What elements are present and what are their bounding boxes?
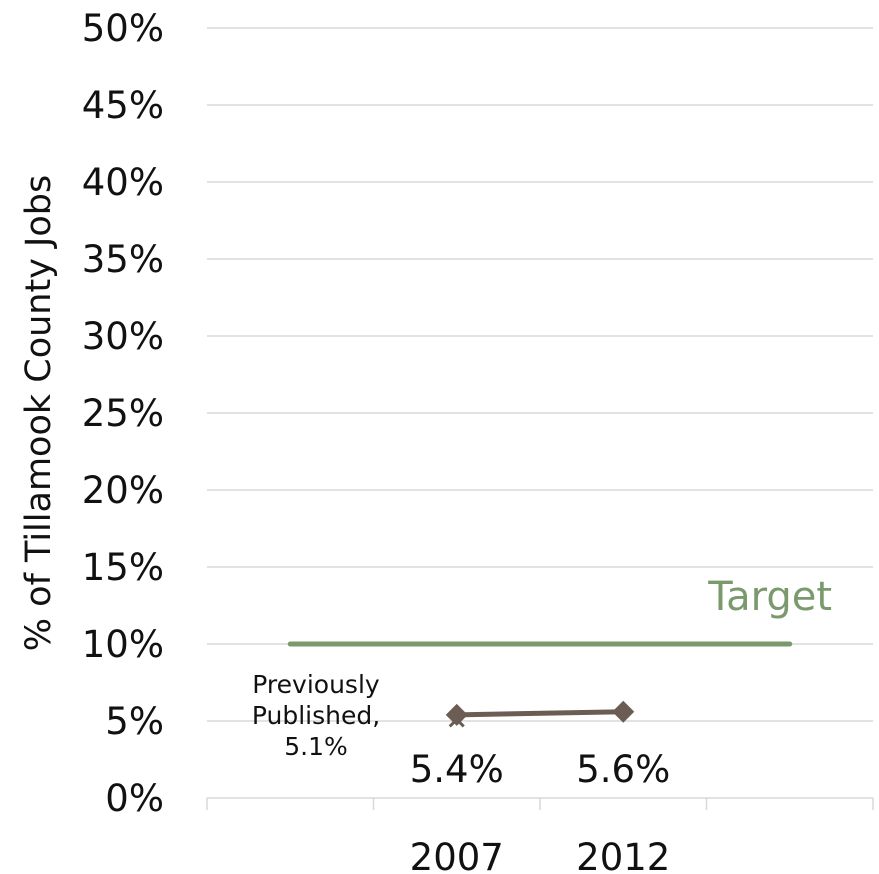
y-axis-ticks: 0% 5% 10% 15% 20% 25% 30% 35% 40% 45% 50% [82, 7, 164, 820]
x-tick-label: 2007 [410, 836, 504, 874]
y-tick-label: 20% [82, 469, 164, 512]
y-tick-label: 15% [82, 546, 164, 589]
data-point [445, 703, 468, 726]
y-tick-label: 35% [82, 238, 164, 281]
data-label: 5.4% [410, 748, 504, 791]
series-group: 5.4% 5.6% [410, 700, 670, 791]
y-axis-label: % of Tillamook County Jobs [19, 175, 59, 651]
y-tick-label: 25% [82, 392, 164, 435]
series-line [456, 709, 624, 718]
annotation-line: Previously [252, 670, 380, 699]
y-tick-label: 30% [82, 315, 164, 358]
y-tick-label: 0% [105, 777, 164, 820]
x-tick-label: 2012 [576, 836, 670, 874]
y-tick-label: 10% [82, 623, 164, 666]
annotation-line: 5.1% [284, 732, 348, 761]
y-tick-label: 50% [82, 7, 164, 50]
annotation-line: Published, [252, 701, 380, 730]
previously-published-marker [448, 711, 465, 728]
y-tick-label: 5% [105, 700, 164, 743]
data-point [612, 700, 635, 723]
y-tick-label: 45% [82, 84, 164, 127]
y-tick-label: 40% [82, 161, 164, 204]
x-axis: 2007 2012 [206, 797, 874, 874]
target-label: Target [707, 574, 832, 620]
data-label: 5.6% [576, 748, 670, 791]
target-line-group: Target [287, 574, 832, 647]
